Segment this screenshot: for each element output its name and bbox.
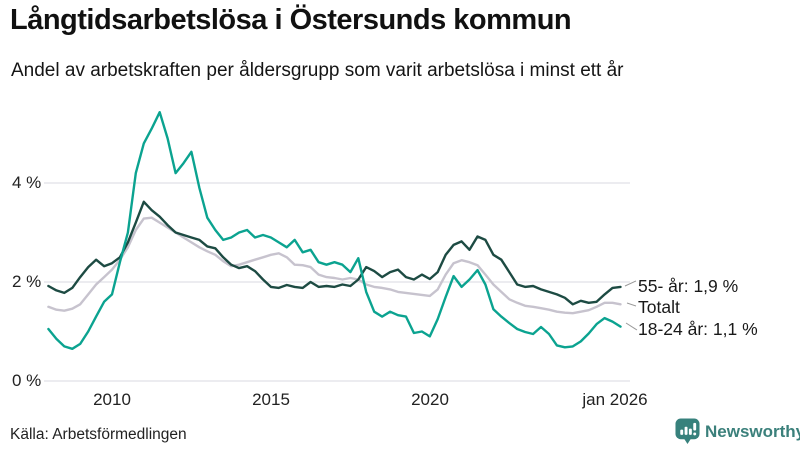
series-line-18-24-r bbox=[47, 110, 622, 350]
series-end-label-18-24-ar: 18-24 år: 1,1 % bbox=[638, 319, 758, 339]
x-axis-tick-2020: 2020 bbox=[411, 390, 449, 409]
series-end-label-totalt: Totalt bbox=[638, 297, 680, 317]
series-line-55-r bbox=[47, 200, 622, 306]
newsworthy-icon bbox=[675, 418, 700, 444]
x-axis-tick-2015: 2015 bbox=[252, 390, 290, 409]
y-axis-tick-0: 0 % bbox=[12, 371, 42, 390]
page-title: Långtidsarbetslösa i Östersunds kommun bbox=[10, 4, 572, 36]
annotation-connector bbox=[624, 280, 637, 287]
y-axis-tick-2: 2 % bbox=[12, 272, 42, 291]
annotation-connector bbox=[626, 302, 637, 307]
series-end-label-55-ar: 55- år: 1,9 % bbox=[638, 276, 739, 296]
x-axis-tick-jan-2026: jan 2026 bbox=[582, 390, 648, 409]
series-line-totalt bbox=[47, 216, 622, 315]
source-note: Källa: Arbetsförmedlingen bbox=[10, 426, 187, 443]
annotation-connector bbox=[625, 322, 638, 331]
y-axis-tick-4: 4 % bbox=[12, 173, 42, 192]
page-subtitle: Andel av arbetskraften per åldersgrupp s… bbox=[11, 60, 624, 81]
x-axis-tick-2010: 2010 bbox=[93, 390, 131, 409]
newsworthy-logo: Newsworthy bbox=[675, 418, 800, 445]
newsworthy-brand-text: Newsworthy bbox=[705, 421, 800, 441]
